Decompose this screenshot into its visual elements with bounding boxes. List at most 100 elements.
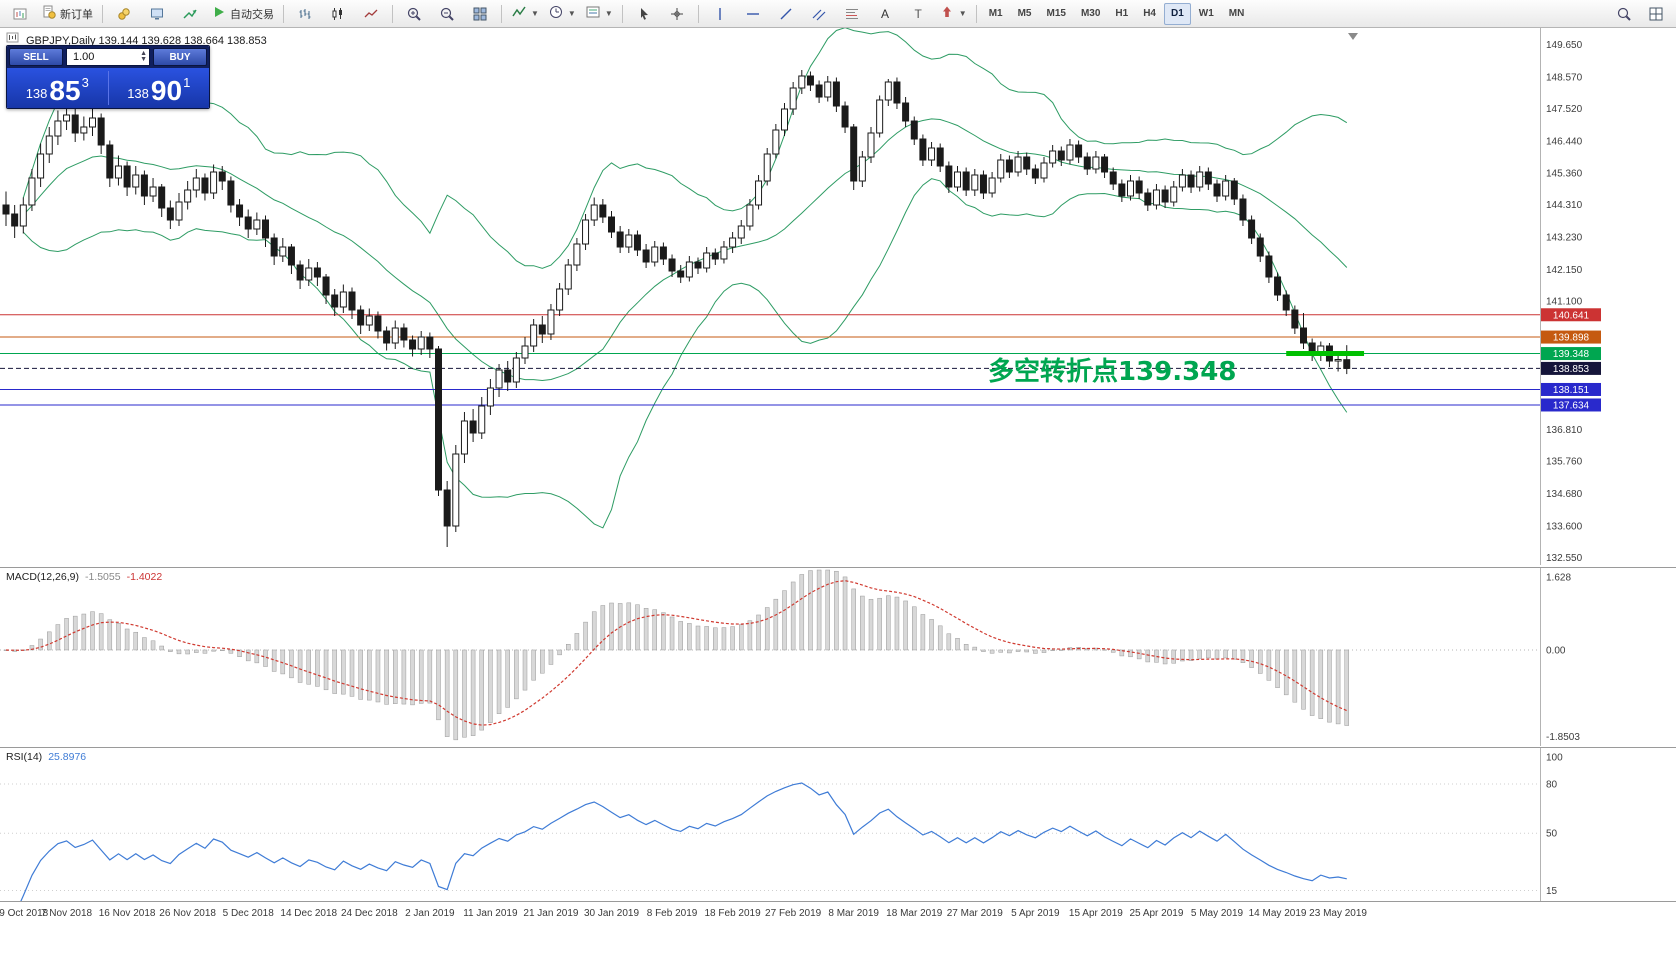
crosshair-icon[interactable] <box>661 2 693 26</box>
time-axis-label: 25 Apr 2019 <box>1129 908 1184 919</box>
autotrading-button[interactable]: 自动交易 <box>207 2 278 26</box>
timeframe-h4-button[interactable]: H4 <box>1143 8 1156 19</box>
macd-header: MACD(12,26,9) -1.5055 -1.4022 <box>6 571 162 583</box>
timeframe-m5-button[interactable]: M5 <box>1017 8 1032 19</box>
svg-text:80: 80 <box>1546 780 1558 791</box>
timeframe-m30-button[interactable]: M30 <box>1080 8 1101 19</box>
svg-text:100: 100 <box>1546 753 1563 764</box>
svg-text:-1.8503: -1.8503 <box>1546 732 1580 743</box>
timeframe-h1-button[interactable]: H1 <box>1115 8 1129 19</box>
market-watch-icon[interactable] <box>108 2 140 26</box>
toolbar-separator <box>501 4 502 23</box>
time-axis-label: 26 Nov 2018 <box>159 908 216 919</box>
timeframe-w1-button[interactable]: W1 <box>1198 8 1214 19</box>
new-order-label: 新订单 <box>60 8 93 21</box>
svg-text:139.898: 139.898 <box>1553 333 1590 344</box>
candlestick-chart-icon[interactable] <box>322 2 354 26</box>
window-layout-icon[interactable] <box>1640 2 1672 26</box>
strategy-tester-icon[interactable] <box>174 2 206 26</box>
timeframe-m15-button[interactable]: M15 <box>1046 8 1066 19</box>
new-order-button[interactable]: 新订单 <box>37 2 97 26</box>
toolbar-separator <box>621 4 623 23</box>
timeframe-d1-button[interactable]: D1 <box>1164 2 1191 25</box>
macd-panel[interactable]: 1.628 0.00 -1.8503 <box>0 567 1676 746</box>
volume-up-button[interactable]: ▲ <box>140 50 147 57</box>
autotrading-play-icon <box>211 4 227 23</box>
timeframe-m1-button[interactable]: M1 <box>988 8 1003 19</box>
chart-corner-icon <box>6 31 22 50</box>
zoom-in-icon[interactable] <box>398 2 430 26</box>
volume-input[interactable]: 1.00 ▲ ▼ <box>66 48 150 66</box>
time-axis-label: 14 Dec 2018 <box>280 908 338 919</box>
autotrading-label: 自动交易 <box>230 8 274 21</box>
svg-text:50: 50 <box>1546 829 1558 840</box>
time-axis-label: 29 Oct 2018 <box>0 908 49 919</box>
svg-text:141.100: 141.100 <box>1546 297 1583 308</box>
text-icon[interactable]: A <box>869 2 901 26</box>
templates-button[interactable]: ▼ <box>581 2 617 26</box>
time-axis-label: 23 May 2019 <box>1309 908 1367 919</box>
rsi-panel[interactable]: 100 80 50 15 <box>0 747 1676 902</box>
trendline-icon[interactable] <box>770 2 802 26</box>
timeframe-mn-button[interactable]: MN <box>1228 8 1245 19</box>
fibonacci-icon[interactable] <box>836 2 868 26</box>
time-axis-label: 18 Feb 2019 <box>704 908 761 919</box>
symbol-ohlc-text: GBPJPY,Daily 139.144 139.628 138.664 138… <box>26 34 267 47</box>
label-icon[interactable]: T <box>902 2 934 26</box>
arrows-button[interactable]: ▼ <box>935 2 971 26</box>
time-axis-label: 15 Apr 2019 <box>1068 908 1123 919</box>
sell-button[interactable]: SELL <box>9 48 63 66</box>
buy-price-main: 138 <box>127 86 149 101</box>
time-axis-label: 18 Mar 2019 <box>886 908 943 919</box>
toolbar-separator <box>697 4 699 23</box>
price-chart[interactable]: 149.650 148.570 147.520 146.440 145.360 144.3… <box>0 28 1676 565</box>
periods-button[interactable]: ▼ <box>544 2 580 26</box>
chevron-down-icon: ▼ <box>531 9 539 18</box>
horizontal-line-icon[interactable] <box>737 2 769 26</box>
time-axis-label: 11 Jan 2019 <box>463 908 518 919</box>
svg-text:138.853: 138.853 <box>1553 364 1590 375</box>
macd-name: MACD(12,26,9) <box>6 571 79 583</box>
arrows-icon <box>939 4 955 23</box>
svg-text:142.150: 142.150 <box>1546 265 1583 276</box>
new-chart-icon[interactable] <box>4 2 36 26</box>
svg-text:T: T <box>914 7 922 21</box>
sell-price-point: 3 <box>81 75 89 90</box>
vertical-line-icon[interactable] <box>704 2 736 26</box>
volume-value: 1.00 <box>73 51 95 63</box>
line-chart-icon[interactable] <box>355 2 387 26</box>
data-window-icon[interactable] <box>141 2 173 26</box>
svg-text:137.634: 137.634 <box>1553 400 1590 411</box>
svg-text:140.641: 140.641 <box>1553 310 1590 321</box>
svg-text:148.570: 148.570 <box>1546 72 1583 83</box>
time-axis-label: 24 Dec 2018 <box>340 908 398 919</box>
time-axis-label: 7 Nov 2018 <box>40 908 93 919</box>
time-axis-label: 27 Feb 2019 <box>765 908 822 919</box>
bar-chart-icon[interactable] <box>289 2 321 26</box>
templates-icon <box>585 4 601 23</box>
svg-text:149.650: 149.650 <box>1546 40 1583 51</box>
tile-windows-icon[interactable] <box>464 2 496 26</box>
indicators-button[interactable]: ▼ <box>507 2 543 26</box>
svg-text:133.600: 133.600 <box>1546 522 1583 533</box>
volume-down-button[interactable]: ▼ <box>140 56 147 63</box>
cursor-icon[interactable] <box>628 2 660 26</box>
svg-text:138.151: 138.151 <box>1553 385 1590 396</box>
buy-price[interactable]: 138 90 1 <box>109 68 210 108</box>
svg-text:15: 15 <box>1546 886 1558 897</box>
chevron-down-icon: ▼ <box>604 9 613 18</box>
macd-main-value: -1.5055 <box>84 571 121 583</box>
buy-button[interactable]: BUY <box>153 48 207 66</box>
time-axis-label: 5 May 2019 <box>1190 908 1244 919</box>
zoom-out-icon[interactable] <box>431 2 463 26</box>
channel-icon[interactable] <box>803 2 835 26</box>
toolbar-separator <box>975 4 977 23</box>
toolbar-separator <box>392 4 393 23</box>
time-axis-label: 30 Jan 2019 <box>583 908 640 919</box>
sell-price[interactable]: 138 85 3 <box>7 68 108 108</box>
toolbar: 新订单 自动交易 ▼ ▼ ▼ A T ▼ M1 M <box>0 0 1676 28</box>
time-axis-label: 2 Jan 2019 <box>405 908 455 919</box>
search-icon[interactable] <box>1608 2 1640 26</box>
